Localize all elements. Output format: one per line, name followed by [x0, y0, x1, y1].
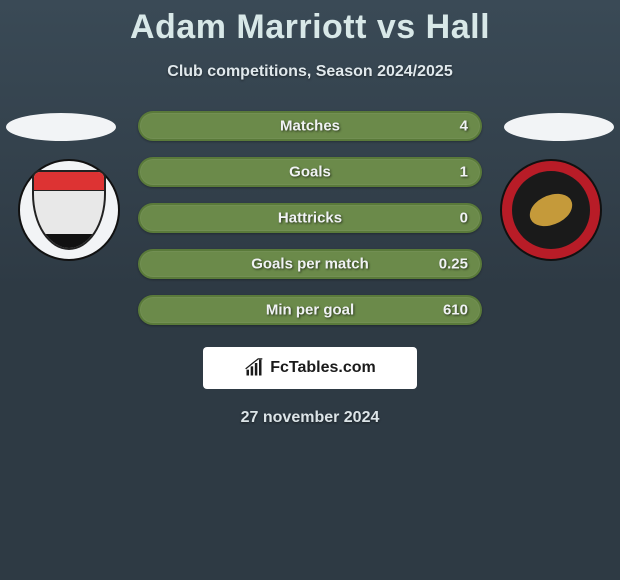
- player-oval-left: [6, 113, 116, 141]
- club-crest-left-shield: BROMLEY·FC: [32, 170, 106, 250]
- club-crest-left-label: BROMLEY·FC: [34, 241, 104, 247]
- stat-bar-min-per-goal: Min per goal 610: [138, 295, 482, 325]
- comparison-area: BROMLEY·FC Matches 4 Goals 1 Hattricks 0…: [0, 111, 620, 427]
- branding-box: FcTables.com: [203, 347, 417, 389]
- stat-bar-goals: Goals 1: [138, 157, 482, 187]
- club-crest-right-inner: [512, 171, 590, 249]
- stat-label: Goals: [289, 164, 331, 181]
- stat-value-right: 0: [460, 210, 468, 227]
- club-crest-left: BROMLEY·FC: [18, 159, 120, 261]
- subtitle: Club competitions, Season 2024/2025: [0, 63, 620, 81]
- date-text: 27 november 2024: [0, 409, 620, 427]
- stat-bar-matches: Matches 4: [138, 111, 482, 141]
- page-title: Adam Marriott vs Hall: [0, 0, 620, 47]
- stat-value-right: 1: [460, 164, 468, 181]
- branding-text: FcTables.com: [270, 359, 376, 377]
- stat-bars: Matches 4 Goals 1 Hattricks 0 Goals per …: [138, 111, 482, 325]
- stat-bar-goals-per-match: Goals per match 0.25: [138, 249, 482, 279]
- stat-label: Matches: [280, 118, 340, 135]
- stat-value-right: 610: [443, 302, 468, 319]
- player-oval-right: [504, 113, 614, 141]
- stat-bar-hattricks: Hattricks 0: [138, 203, 482, 233]
- stat-label: Min per goal: [266, 302, 354, 319]
- club-crest-right: [500, 159, 602, 261]
- stat-value-right: 4: [460, 118, 468, 135]
- stat-label: Goals per match: [251, 256, 369, 273]
- chart-icon: [244, 358, 264, 378]
- stat-value-right: 0.25: [439, 256, 468, 273]
- stat-label: Hattricks: [278, 210, 342, 227]
